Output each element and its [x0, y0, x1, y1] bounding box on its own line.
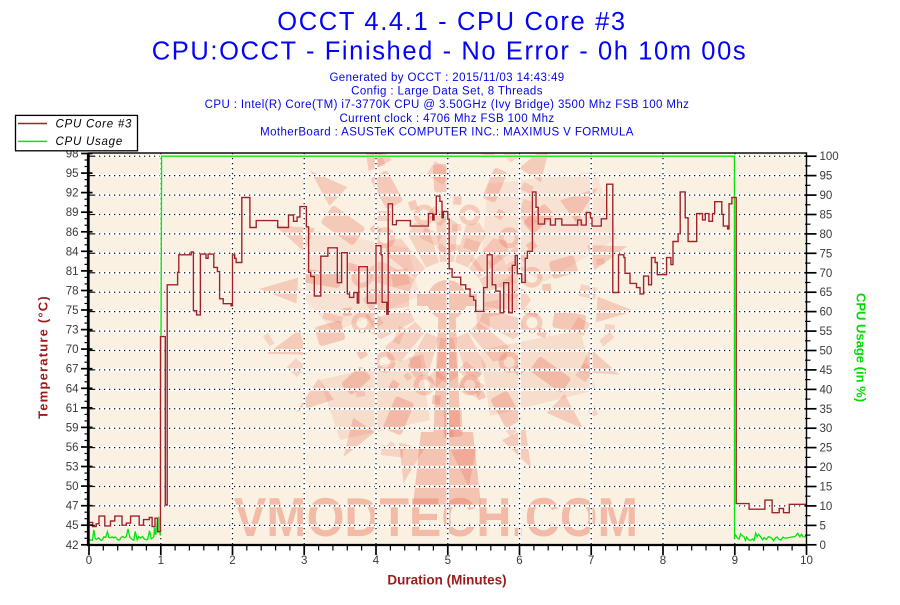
svg-text:92: 92 [66, 188, 79, 200]
svg-text:50: 50 [820, 346, 833, 358]
svg-text:65: 65 [820, 287, 833, 299]
svg-text:42: 42 [66, 540, 79, 552]
svg-text:95: 95 [820, 171, 833, 183]
svg-text:Temperature (°C): Temperature (°C) [36, 295, 51, 419]
svg-text:64: 64 [66, 383, 79, 395]
svg-text:70: 70 [820, 268, 833, 280]
svg-text:47: 47 [66, 501, 79, 513]
svg-text:OCCT 4.4.1 - CPU Core #3: OCCT 4.4.1 - CPU Core #3 [277, 8, 627, 36]
svg-text:7: 7 [588, 555, 594, 567]
svg-text:CPU Usage (in %): CPU Usage (in %) [854, 293, 869, 402]
svg-text:4: 4 [373, 555, 380, 567]
svg-text:15: 15 [820, 482, 833, 494]
svg-text:0: 0 [86, 555, 92, 567]
svg-text:3: 3 [301, 555, 307, 567]
svg-text:100: 100 [820, 151, 839, 163]
svg-text:78: 78 [66, 286, 79, 298]
svg-text:MotherBoard : ASUSTeK COMPUTER: MotherBoard : ASUSTeK COMPUTER INC.: MAX… [260, 126, 634, 138]
svg-text:95: 95 [66, 168, 79, 180]
svg-text:Config : Large Data Set, 8 Thr: Config : Large Data Set, 8 Threads [351, 86, 543, 98]
svg-text:75: 75 [820, 248, 833, 260]
svg-text:86: 86 [66, 227, 79, 239]
svg-text:6: 6 [516, 555, 522, 567]
svg-text:67: 67 [66, 364, 79, 376]
svg-text:CPU:OCCT - Finished - No Error: CPU:OCCT - Finished - No Error - 0h 10m … [152, 38, 747, 66]
svg-text:85: 85 [820, 210, 833, 222]
svg-text:84: 84 [66, 246, 79, 258]
svg-text:VMODTECH.COM: VMODTECH.COM [234, 486, 638, 548]
svg-text:25: 25 [820, 443, 833, 455]
svg-text:56: 56 [66, 442, 79, 454]
svg-text:73: 73 [66, 325, 79, 337]
svg-text:CPU : Intel(R) Core(TM) i7-377: CPU : Intel(R) Core(TM) i7-3770K CPU @ 3… [205, 99, 690, 111]
svg-text:81: 81 [66, 266, 79, 278]
svg-text:9: 9 [732, 555, 738, 567]
svg-text:75: 75 [66, 305, 79, 317]
svg-text:89: 89 [66, 207, 79, 219]
svg-text:1: 1 [158, 555, 164, 567]
svg-text:35: 35 [820, 404, 833, 416]
svg-text:53: 53 [66, 462, 79, 474]
svg-text:59: 59 [66, 422, 79, 434]
svg-text:CPU Usage: CPU Usage [56, 136, 123, 148]
svg-text:50: 50 [66, 481, 79, 493]
svg-text:45: 45 [820, 365, 833, 377]
svg-text:30: 30 [820, 423, 833, 435]
svg-text:Generated by OCCT : 2015/11/03: Generated by OCCT : 2015/11/03 14:43:49 [329, 72, 564, 84]
svg-text:61: 61 [66, 403, 79, 415]
svg-text:55: 55 [820, 326, 833, 338]
svg-text:60: 60 [820, 307, 833, 319]
svg-text:10: 10 [820, 501, 833, 513]
svg-text:70: 70 [66, 344, 79, 356]
svg-text:0: 0 [820, 540, 826, 552]
svg-text:2: 2 [229, 555, 235, 567]
svg-text:80: 80 [820, 229, 833, 241]
svg-text:CPU Core #3: CPU Core #3 [56, 118, 133, 130]
svg-text:8: 8 [660, 555, 666, 567]
svg-text:90: 90 [820, 190, 833, 202]
svg-text:45: 45 [66, 520, 79, 532]
svg-text:10: 10 [800, 555, 813, 567]
svg-text:5: 5 [820, 520, 826, 532]
svg-text:20: 20 [820, 462, 833, 474]
svg-text:Current clock : 4706 Mhz FSB 1: Current clock : 4706 Mhz FSB 100 Mhz [339, 113, 554, 125]
svg-text:98: 98 [66, 149, 79, 161]
svg-text:40: 40 [820, 384, 833, 396]
svg-text:Duration (Minutes): Duration (Minutes) [387, 573, 506, 588]
svg-text:5: 5 [445, 555, 451, 567]
